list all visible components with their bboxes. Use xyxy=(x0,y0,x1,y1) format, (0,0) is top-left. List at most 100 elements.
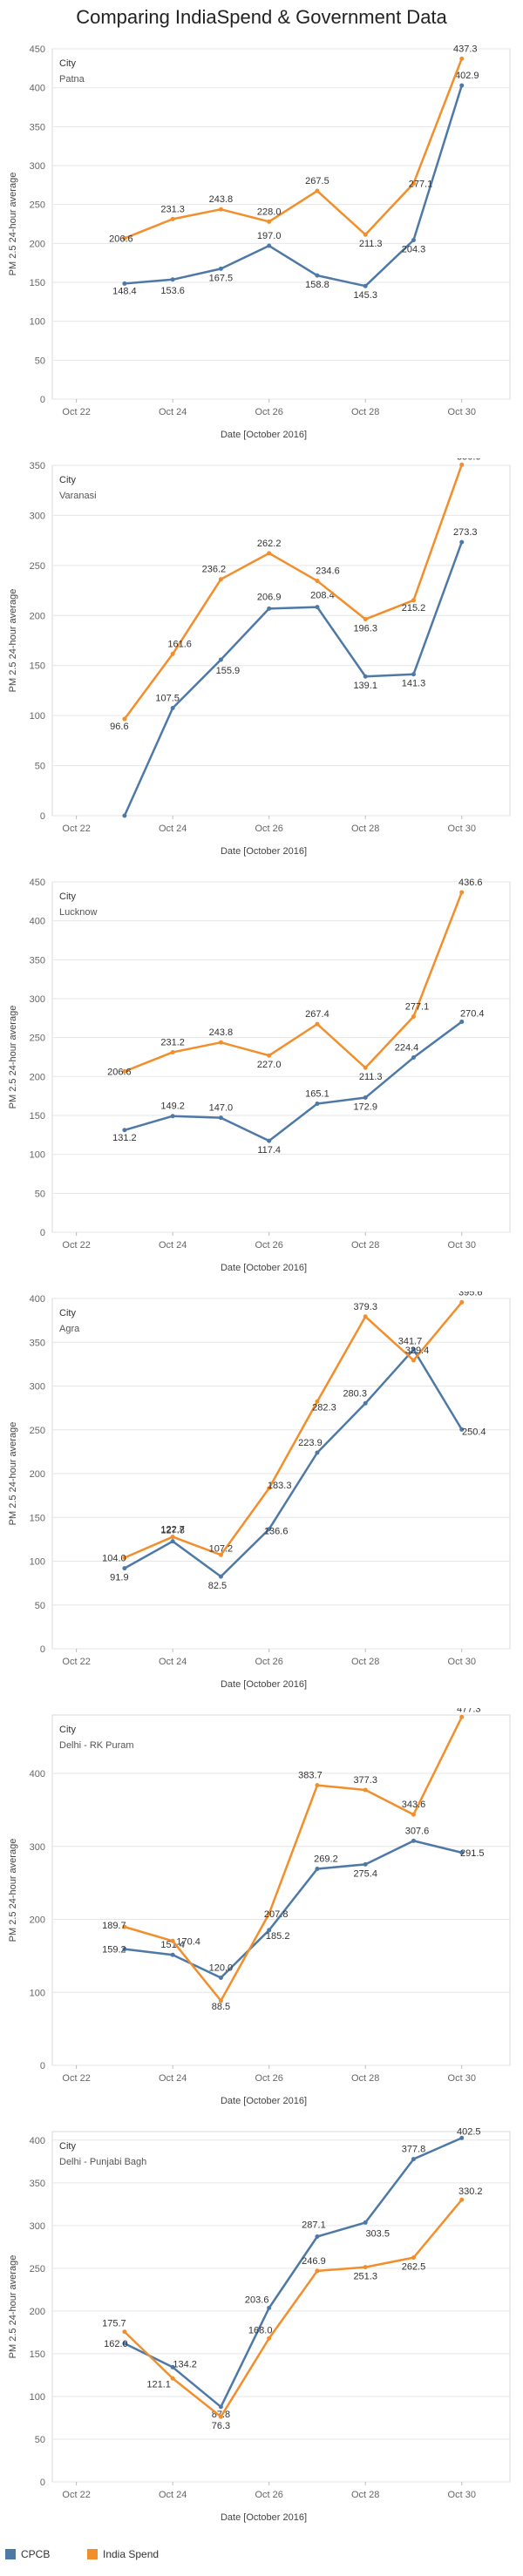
data-label-cpcb: 402.5 xyxy=(457,2126,481,2137)
series-line-india-spend xyxy=(124,1301,463,1559)
y-tick-label: 100 xyxy=(30,2392,45,2403)
data-point-india-spend xyxy=(170,1535,175,1540)
data-point-india-spend xyxy=(122,2329,127,2335)
series-line-cpcb xyxy=(123,541,463,817)
data-point-cpcb xyxy=(218,1574,223,1579)
series-line-india-spend xyxy=(123,464,463,720)
page-title: Comparing IndiaSpend & Government Data xyxy=(76,6,447,28)
data-point-cpcb xyxy=(459,83,465,88)
legend-swatch-cpcb xyxy=(5,2549,16,2559)
x-tick-label: Oct 28 xyxy=(351,407,379,417)
data-point-cpcb xyxy=(315,1450,320,1455)
plot-frame xyxy=(51,881,511,1233)
y-tick-label: 0 xyxy=(40,2478,45,2488)
x-tick-label: Oct 30 xyxy=(448,1240,476,1251)
data-label-cpcb: 280.3 xyxy=(343,1388,367,1399)
y-tick-label: 0 xyxy=(40,395,45,405)
data-label-india-spend: 189.7 xyxy=(102,1921,126,1931)
data-label-india-spend: 246.9 xyxy=(302,2256,326,2267)
data-point-india-spend xyxy=(170,216,175,221)
city-name: Delhi - Punjabi Bagh xyxy=(59,2157,146,2167)
x-tick-label: Oct 30 xyxy=(448,2490,476,2500)
data-label-cpcb: 136.6 xyxy=(264,1527,289,1537)
y-tick-label: 300 xyxy=(30,511,45,521)
data-label-india-spend: 231.3 xyxy=(160,204,185,214)
y-tick-label: 400 xyxy=(30,917,45,927)
data-point-cpcb xyxy=(411,1838,416,1843)
series-line-india-spend xyxy=(124,1716,463,2003)
data-label-cpcb: 82.5 xyxy=(208,1581,227,1591)
city-header: City xyxy=(59,1308,76,1319)
data-point-cpcb xyxy=(459,1019,465,1024)
y-tick-label: 200 xyxy=(30,1915,45,1926)
data-point-cpcb xyxy=(315,605,320,610)
chart-panel-agra: 0 50 100 150 200 250 300 350 400 Oct 22 Oct 24 Oct … xyxy=(0,1291,523,1710)
data-label-cpcb: 224.4 xyxy=(395,1043,419,1054)
data-point-cpcb xyxy=(363,1400,368,1406)
series-line-india-spend xyxy=(124,58,463,240)
y-axis-title: PM 2.5 24-hour average xyxy=(8,1422,18,1526)
data-point-cpcb xyxy=(411,1055,416,1061)
data-point-india-spend xyxy=(315,1399,320,1404)
y-tick-label: 350 xyxy=(30,461,45,471)
x-tick-label: Oct 22 xyxy=(62,2073,90,2084)
x-tick-label: Oct 26 xyxy=(255,2490,282,2500)
y-tick-label: 0 xyxy=(40,811,45,822)
x-axis-title: Date [October 2016] xyxy=(221,2096,307,2106)
data-label-cpcb: 141.3 xyxy=(402,679,426,689)
data-label-cpcb: 223.9 xyxy=(298,1438,323,1448)
data-label-india-spend: 477.3 xyxy=(457,1708,481,1714)
x-axis-title: Date [October 2016] xyxy=(221,2512,307,2523)
y-tick-label: 200 xyxy=(30,1469,45,1480)
data-point-cpcb xyxy=(411,2157,416,2162)
data-label-cpcb: 167.5 xyxy=(209,273,234,283)
series-line-cpcb xyxy=(124,1348,463,1578)
data-label-cpcb: 149.2 xyxy=(160,1102,185,1112)
series-line-cpcb xyxy=(124,85,463,288)
y-tick-label: 300 xyxy=(30,2221,45,2232)
data-label-india-spend: 227.0 xyxy=(257,1060,282,1070)
chart-svg: 0 100 200 300 400 Oct 22 Oct 24 Oct 26 Oct 28 Oct… xyxy=(8,1708,511,2106)
chart-svg: 0 50 100 150 200 250 300 350 400 Oct 22 Oct 24 Oct … xyxy=(8,1291,511,1690)
data-label-cpcb: 275.4 xyxy=(353,1868,377,1879)
data-label-cpcb: 131.2 xyxy=(112,1133,137,1143)
legend-item-india-spend[interactable]: India Spend xyxy=(87,2548,159,2560)
data-label-india-spend: 343.6 xyxy=(402,1800,426,1810)
y-tick-label: 250 xyxy=(30,2264,45,2274)
data-point-cpcb xyxy=(315,273,320,278)
legend-item-cpcb[interactable]: CPCB xyxy=(5,2548,50,2560)
y-tick-label: 50 xyxy=(35,1189,45,1199)
data-label-india-spend: 243.8 xyxy=(209,194,234,205)
data-point-cpcb xyxy=(218,1115,223,1121)
data-point-india-spend xyxy=(122,1068,127,1074)
data-label-india-spend: 395.6 xyxy=(458,1291,483,1298)
data-point-cpcb xyxy=(122,813,127,818)
data-point-india-spend xyxy=(411,1812,416,1817)
city-name: Patna xyxy=(59,74,85,85)
x-tick-label: Oct 30 xyxy=(448,824,476,834)
data-point-cpcb xyxy=(267,1138,272,1143)
data-point-cpcb xyxy=(363,674,368,679)
x-axis-title: Date [October 2016] xyxy=(221,846,307,857)
data-label-india-spend: 121.1 xyxy=(146,2379,171,2390)
data-label-cpcb: 107.5 xyxy=(155,694,180,704)
data-point-india-spend xyxy=(267,1486,272,1491)
data-point-cpcb xyxy=(363,2220,368,2225)
x-tick-label: Oct 24 xyxy=(159,1240,187,1251)
data-label-cpcb: 273.3 xyxy=(453,527,478,538)
x-tick-label: Oct 24 xyxy=(159,2490,187,2500)
data-point-cpcb xyxy=(122,1947,127,1952)
y-tick-label: 50 xyxy=(35,762,45,772)
y-tick-label: 100 xyxy=(30,1150,45,1161)
data-point-india-spend xyxy=(218,1552,223,1557)
data-label-cpcb: 197.0 xyxy=(257,231,282,241)
y-tick-label: 300 xyxy=(30,1382,45,1393)
data-label-india-spend: 251.3 xyxy=(353,2272,377,2282)
data-label-cpcb: 153.6 xyxy=(160,286,185,296)
y-tick-label: 150 xyxy=(30,278,45,288)
data-point-cpcb xyxy=(122,1566,127,1571)
y-tick-label: 200 xyxy=(30,239,45,249)
data-point-india-spend xyxy=(315,1021,320,1027)
y-tick-label: 450 xyxy=(30,44,45,55)
data-label-india-spend: 206.6 xyxy=(107,1067,132,1077)
